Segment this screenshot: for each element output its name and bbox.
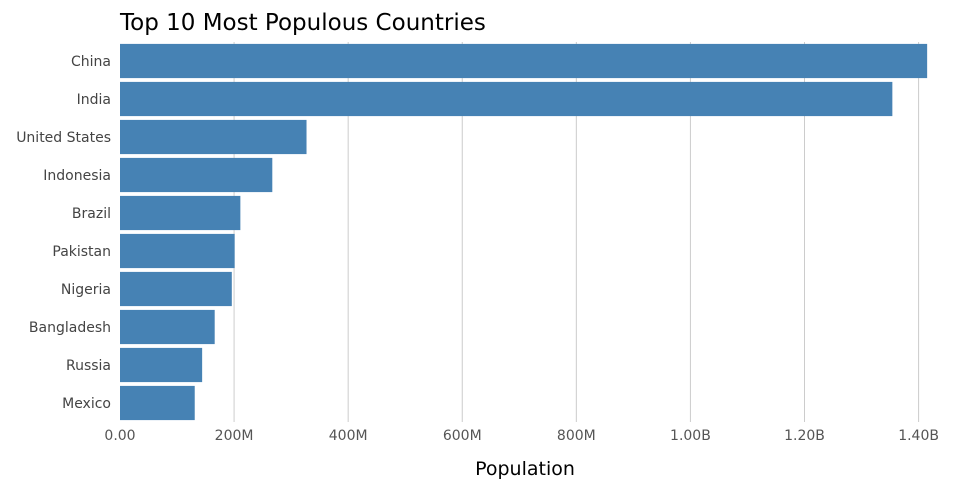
x-tick-label: 1.00B	[670, 428, 711, 444]
bar-bangladesh	[120, 309, 215, 345]
category-label: Pakistan	[52, 244, 111, 260]
x-tick-label: 1.20B	[784, 428, 825, 444]
category-label: Nigeria	[61, 282, 111, 298]
bar-brazil	[120, 195, 241, 231]
bar-united-states	[120, 119, 307, 155]
category-label: Russia	[66, 358, 111, 374]
x-tick-label: 0.00	[104, 428, 135, 444]
category-label: Mexico	[62, 396, 111, 412]
category-label: Brazil	[72, 206, 111, 222]
bar-india	[120, 81, 893, 117]
x-tick-label: 1.40B	[898, 428, 939, 444]
x-tick-labels: 0.00 200M 400M 600M 800M 1.00B 1.20B 1.40B	[104, 428, 939, 444]
x-axis-title: Population	[475, 458, 575, 480]
chart-title: Top 10 Most Populous Countries	[119, 10, 486, 36]
category-label: China	[71, 54, 111, 70]
x-tick-label: 800M	[557, 428, 596, 444]
x-tick-label: 600M	[443, 428, 482, 444]
bar-pakistan	[120, 233, 235, 269]
bar-indonesia	[120, 157, 273, 193]
bar-nigeria	[120, 271, 232, 307]
bars	[120, 43, 928, 421]
category-label: United States	[16, 130, 111, 146]
bar-mexico	[120, 385, 195, 421]
category-labels: China India United States Indonesia Brazil Pa…	[16, 54, 111, 412]
x-tick-label: 200M	[215, 428, 254, 444]
bar-russia	[120, 347, 203, 383]
x-tick-label: 400M	[329, 428, 368, 444]
category-label: Bangladesh	[29, 320, 111, 336]
category-label: Indonesia	[43, 168, 111, 184]
category-label: India	[77, 92, 111, 108]
bar-china	[120, 43, 928, 79]
